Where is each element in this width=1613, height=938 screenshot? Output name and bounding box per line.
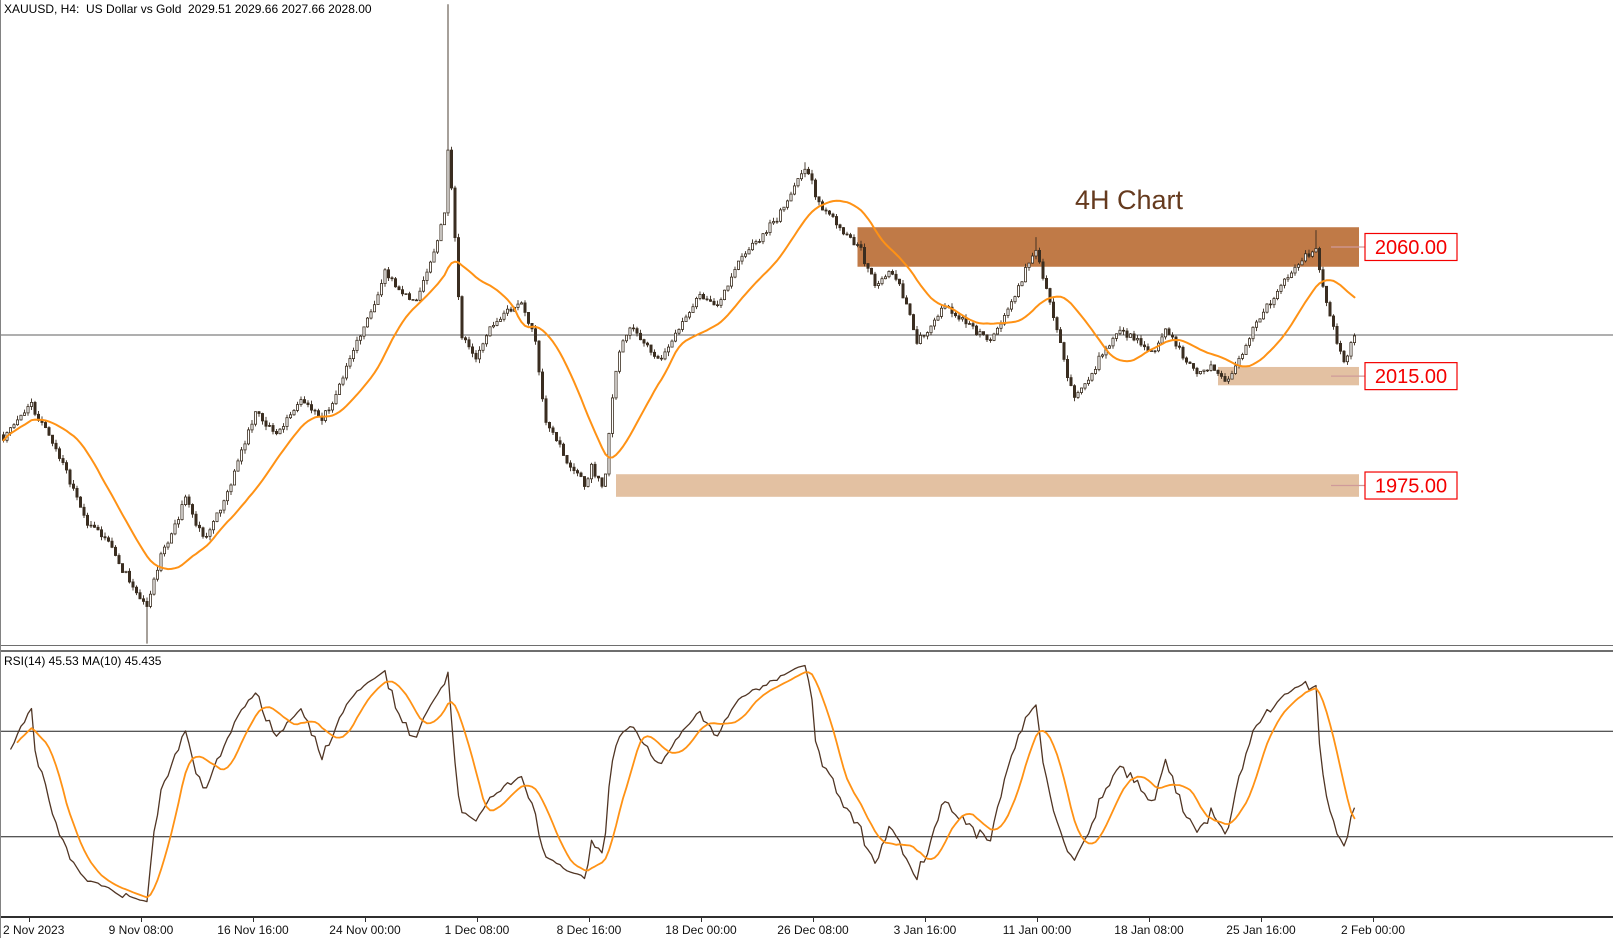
time-axis-label: 2 Feb 00:00 (1340, 923, 1406, 937)
rsi-indicator-panel[interactable]: RSI(14) 45.53 MA(10) 45.435 (1, 650, 1613, 918)
time-axis-tick (925, 918, 926, 922)
price-zone-2015.00[interactable] (1218, 366, 1359, 386)
time-axis-tick (365, 918, 366, 922)
chart-title: XAUUSD, H4: US Dollar vs Gold 2029.51 20… (4, 2, 372, 16)
time-axis-label: 16 Nov 16:00 (217, 923, 289, 937)
time-axis[interactable]: 2 Nov 2023 9 Nov 08:00 16 Nov 16:00 24 Nov … (1, 918, 1613, 938)
price-zones (616, 227, 1359, 497)
price-chart-panel[interactable]: XAUUSD, H4: US Dollar vs Gold 2029.51 20… (1, 0, 1613, 646)
time-axis-label: 18 Dec 00:00 (665, 923, 737, 937)
candle-wicks (3, 4, 1355, 644)
panel-divider[interactable] (1, 646, 1613, 650)
time-axis-label: 3 Jan 16:00 (893, 923, 957, 937)
time-axis-tick (477, 918, 478, 922)
time-axis-tick (253, 918, 254, 922)
rsi-chart-canvas[interactable] (1, 652, 1613, 916)
moving-average-line (2, 199, 1356, 571)
chart-annotation-text[interactable]: 4H Chart (1075, 185, 1184, 215)
price-label-box-2015.00[interactable] (1364, 362, 1458, 391)
time-axis-tick (1261, 918, 1262, 922)
time-axis-label: 1 Dec 08:00 (444, 923, 510, 937)
price-chart-canvas[interactable]: 2060.00 2015.00 1975.00 4H Chart (1, 0, 1613, 645)
price-label-text: 1975.00 (1375, 476, 1447, 498)
price-label-box-2060.00[interactable] (1364, 232, 1458, 262)
rsi-ma-line (16, 671, 1356, 899)
candles (1, 149, 1357, 607)
rsi-line (9, 664, 1356, 903)
time-axis-tick (1149, 918, 1150, 922)
price-zone-2060.00[interactable] (857, 227, 1360, 267)
time-axis-label: 11 Jan 00:00 (1002, 923, 1072, 937)
time-axis-label: 24 Nov 00:00 (329, 923, 401, 937)
time-axis-tick (141, 918, 142, 922)
price-label-text: 2015.00 (1375, 366, 1447, 388)
price-zone-1975.00[interactable] (616, 474, 1359, 497)
time-axis-tick (29, 918, 30, 922)
time-axis-tick (589, 918, 590, 922)
time-axis-tick (701, 918, 702, 922)
time-axis-label: 8 Dec 16:00 (556, 923, 622, 937)
rsi-indicator-label: RSI(14) 45.53 MA(10) 45.435 (4, 654, 162, 668)
time-axis-tick (813, 918, 814, 922)
time-axis-label: 2 Nov 2023 (3, 923, 65, 937)
time-axis-tick (1037, 918, 1038, 922)
time-axis-label: 9 Nov 08:00 (108, 923, 174, 937)
time-axis-label: 26 Dec 08:00 (777, 923, 849, 937)
time-axis-tick (1373, 918, 1374, 922)
time-axis-label: 18 Jan 08:00 (1114, 923, 1184, 937)
price-label-box-1975.00[interactable] (1364, 471, 1458, 500)
price-label-text: 2060.00 (1375, 237, 1447, 259)
time-axis-label: 25 Jan 16:00 (1226, 923, 1296, 937)
price-level-labels: 2060.00 2015.00 1975.00 (1331, 232, 1458, 500)
